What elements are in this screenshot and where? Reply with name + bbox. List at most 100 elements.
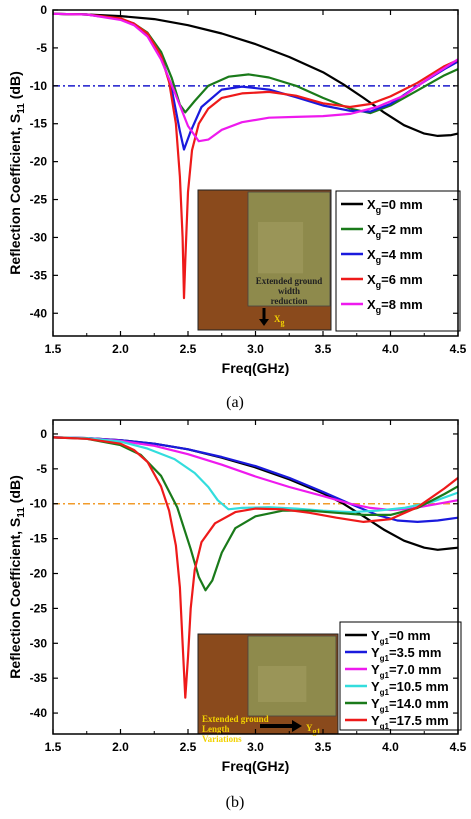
x-tick-label: 3.0 — [247, 740, 264, 754]
y-axis-label-unit: (dB) — [7, 71, 23, 103]
panel-caption: (a) — [226, 394, 244, 411]
y-axis-label-sub: 11 — [16, 103, 27, 114]
inset-arrow-label: Yg1 — [306, 723, 321, 736]
y-tick-label: -20 — [30, 567, 48, 581]
series-line-0 — [52, 12, 459, 137]
y-tick-label: -5 — [36, 462, 47, 476]
legend-label-prefix: X — [367, 272, 376, 287]
x-tick-label: 1.5 — [45, 342, 62, 356]
x-tick-label: 4.5 — [450, 740, 467, 754]
x-tick-label: 3.5 — [315, 740, 332, 754]
y-tick-label: -5 — [36, 41, 47, 55]
legend-label-2: Yg1=7.0 mm — [371, 662, 441, 680]
inset-arrow-label: Xg — [274, 314, 285, 327]
legend-label-suffix: =3.5 mm — [389, 645, 441, 660]
legend-label-suffix: =6 mm — [381, 272, 423, 287]
x-tick-label: 4.0 — [382, 342, 399, 356]
legend-label-prefix: X — [367, 197, 376, 212]
inset-caption-line: width — [278, 286, 300, 296]
y-tick-label: -15 — [30, 532, 48, 546]
chart-panel-1: Extended groundLengthVariationsYg1Yg1=0 … — [7, 419, 467, 811]
series-line-2 — [52, 12, 459, 151]
y-axis-label-main: Reflection Coefficient, S — [7, 114, 23, 275]
y-tick-label: -30 — [30, 230, 48, 244]
legend-label-3: Yg1=10.5 mm — [371, 679, 449, 697]
y-axis-label: Reflection Coefficient, S11 (dB) — [7, 475, 27, 679]
legend-label-2: Xg=4 mm — [367, 247, 423, 265]
y-tick-label: -10 — [30, 79, 48, 93]
inset-arrow-label-sub: g1 — [313, 727, 321, 736]
legend-label-4: Yg1=14.0 mm — [371, 696, 449, 714]
y-axis-label-unit: (dB) — [7, 475, 23, 507]
legend-label-sub: g — [376, 305, 382, 315]
legend-label-prefix: X — [367, 222, 376, 237]
legend-box — [335, 190, 461, 332]
inset-caption-line: Length — [202, 724, 230, 734]
inset-caption-line: Variations — [202, 734, 242, 744]
y-tick-label: -40 — [30, 706, 48, 720]
y-tick-label: -10 — [30, 497, 48, 511]
inset-patch-detail — [258, 666, 307, 702]
inset-caption-line: Extended ground — [256, 276, 323, 286]
legend-label-0: Xg=0 mm — [367, 197, 423, 215]
y-tick-label: -20 — [30, 155, 48, 169]
inset-patch-detail — [258, 222, 304, 274]
legend-label-suffix: =17.5 mm — [389, 713, 449, 728]
y-tick-label: 0 — [40, 427, 47, 441]
x-tick-label: 2.0 — [112, 740, 129, 754]
y-axis-label-sub: 11 — [16, 507, 27, 518]
legend-label-prefix: Y — [371, 645, 380, 660]
x-axis-label: Freq(GHz) — [222, 758, 290, 774]
legend-label-suffix: =8 mm — [381, 297, 423, 312]
y-tick-label: -35 — [30, 671, 48, 685]
x-tick-label: 4.5 — [450, 342, 467, 356]
series-line-1 — [52, 436, 459, 523]
series-line-5 — [52, 436, 459, 699]
legend-label-prefix: Y — [371, 713, 380, 728]
legend-label-sub: g1 — [380, 688, 390, 697]
x-tick-label: 3.5 — [315, 342, 332, 356]
panel-caption: (b) — [226, 794, 245, 811]
legend-label-prefix: Y — [371, 662, 380, 677]
y-tick-label: -30 — [30, 636, 48, 650]
series-line-4 — [52, 436, 459, 592]
legend-label-1: Xg=2 mm — [367, 222, 423, 240]
x-tick-label: 1.5 — [45, 740, 62, 754]
x-axis-label: Freq(GHz) — [222, 360, 290, 376]
inset-arrow-head — [259, 319, 269, 326]
x-tick-label: 2.5 — [180, 342, 197, 356]
legend-label-sub: g1 — [380, 705, 390, 714]
legend-label-3: Xg=6 mm — [367, 272, 423, 290]
legend-label-4: Xg=8 mm — [367, 297, 423, 315]
legend-label-suffix: =10.5 mm — [389, 679, 449, 694]
legend-label-suffix: =0 mm — [389, 628, 431, 643]
x-tick-label: 2.5 — [180, 740, 197, 754]
legend-label-sub: g1 — [380, 654, 390, 663]
legend-box — [339, 621, 462, 731]
legend-label-sub: g1 — [380, 637, 390, 646]
series-line-3 — [52, 12, 459, 300]
y-axis-label-main: Reflection Coefficient, S — [7, 518, 23, 679]
inset-arrow-head — [292, 720, 302, 732]
legend-label-0: Yg1=0 mm — [371, 628, 431, 646]
y-tick-label: -25 — [30, 601, 48, 615]
legend-label-sub: g — [376, 280, 382, 290]
y-tick-label: -40 — [30, 306, 48, 320]
x-tick-label: 3.0 — [247, 342, 264, 356]
legend-label-suffix: =2 mm — [381, 222, 423, 237]
legend-label-sub: g1 — [380, 671, 390, 680]
legend-label-suffix: =0 mm — [381, 197, 423, 212]
legend-label-prefix: X — [367, 297, 376, 312]
legend-label-suffix: =4 mm — [381, 247, 423, 262]
series-line-3 — [52, 436, 459, 514]
inset-caption-line: Extended ground — [202, 714, 269, 724]
inset-arrow-label-sub: g — [281, 318, 285, 327]
legend-label-prefix: Y — [371, 696, 380, 711]
legend-label-5: Yg1=17.5 mm — [371, 713, 449, 731]
y-tick-label: -25 — [30, 193, 48, 207]
legend-label-prefix: Y — [371, 679, 380, 694]
legend-label-suffix: =14.0 mm — [389, 696, 449, 711]
series-line-2 — [52, 436, 459, 512]
legend-label-sub: g1 — [380, 722, 390, 731]
